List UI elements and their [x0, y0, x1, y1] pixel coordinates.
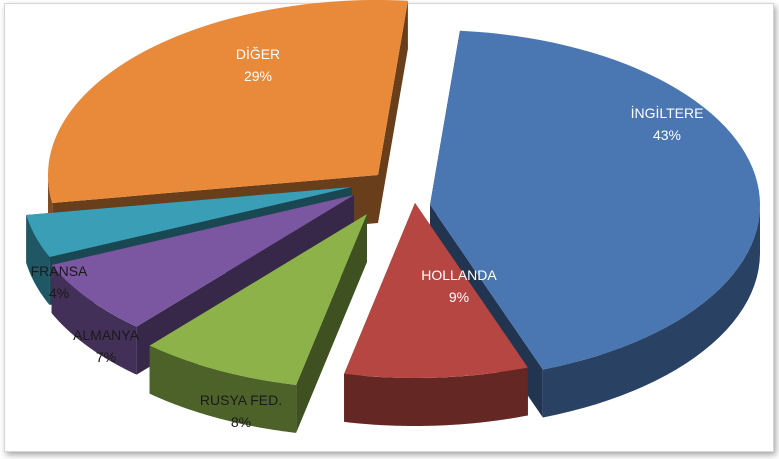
slice-rim-3 [51, 265, 137, 375]
slice-label-0: İNGİLTERE [631, 104, 704, 121]
slice-rim-1 [344, 367, 528, 426]
slice-wall-4-1 [26, 187, 353, 263]
slice-percent-4: 4% [49, 285, 69, 301]
slice-top-4 [26, 187, 353, 258]
slice-label-4: FRANSA [31, 263, 88, 279]
slice-top-3 [51, 195, 354, 327]
slice-top-0 [430, 30, 760, 370]
slice-label-1: HOLLANDA [421, 267, 497, 283]
slice-percent-3: 7% [96, 349, 116, 365]
slice-rim-0 [542, 206, 760, 418]
slice-top-5 [48, 0, 408, 203]
slice-label-5: DİĞER [236, 45, 280, 62]
slice-percent-1: 9% [449, 289, 469, 305]
slice-percent-0: 43% [653, 127, 681, 143]
pie-slice-2 [149, 214, 367, 433]
slice-rim-2 [149, 345, 297, 433]
pie-slice-1 [344, 203, 528, 426]
slice-percent-5: 29% [244, 68, 272, 84]
slice-rim-4 [26, 214, 50, 306]
slice-label-2: RUSYA FED. [200, 392, 282, 408]
slice-top-1 [344, 203, 528, 378]
slice-top-2 [149, 214, 367, 385]
slice-wall-5-1 [378, 0, 408, 223]
slice-label-3: ALMANYA [73, 327, 140, 343]
slice-percent-2: 8% [231, 414, 251, 430]
